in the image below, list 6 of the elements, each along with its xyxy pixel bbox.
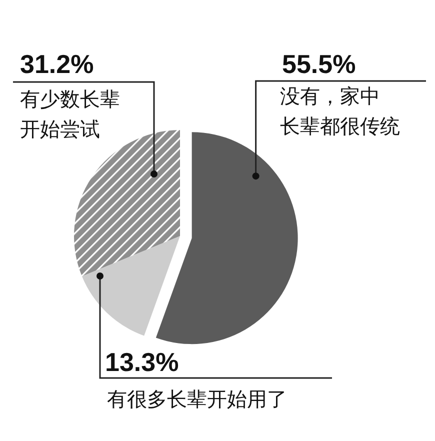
data-label: 55.5%: [282, 49, 356, 79]
data-label: 31.2%: [20, 49, 94, 79]
slice-label: 没有，家中长辈都很传统: [280, 84, 400, 138]
slice-label: 有很多长辈开始用了: [107, 387, 287, 411]
data-label: 13.3%: [105, 347, 179, 377]
slice-label: 有少数长辈开始尝试: [20, 87, 120, 141]
